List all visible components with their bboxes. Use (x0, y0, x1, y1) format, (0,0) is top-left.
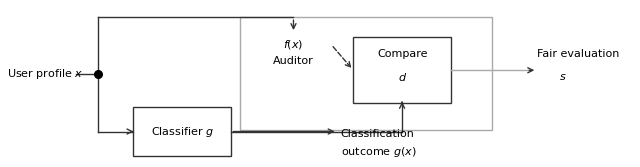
Bar (353, 37, 451, 103)
Text: Fair evaluation: Fair evaluation (537, 49, 620, 59)
Text: Auditor: Auditor (273, 56, 314, 66)
Text: $d$: $d$ (398, 71, 407, 83)
Text: $s$: $s$ (559, 72, 566, 82)
Text: Classification: Classification (340, 129, 415, 139)
Text: Compare: Compare (377, 49, 428, 59)
Text: $f(x)$: $f(x)$ (284, 38, 303, 51)
Bar (133, 107, 230, 156)
Bar (240, 17, 492, 130)
Text: outcome $g(x)$: outcome $g(x)$ (340, 145, 417, 159)
Text: User profile $x$: User profile $x$ (7, 67, 83, 81)
Text: Classifier $g$: Classifier $g$ (150, 125, 214, 139)
